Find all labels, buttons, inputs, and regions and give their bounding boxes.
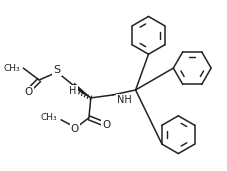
Text: CH₃: CH₃ [40,113,57,122]
Text: CH₃: CH₃ [4,64,20,73]
Text: O: O [102,120,110,130]
Text: H: H [69,86,76,96]
Polygon shape [71,83,91,98]
Text: O: O [71,124,79,134]
Text: O: O [24,87,32,97]
Text: S: S [53,65,60,75]
Text: NH: NH [116,95,131,105]
